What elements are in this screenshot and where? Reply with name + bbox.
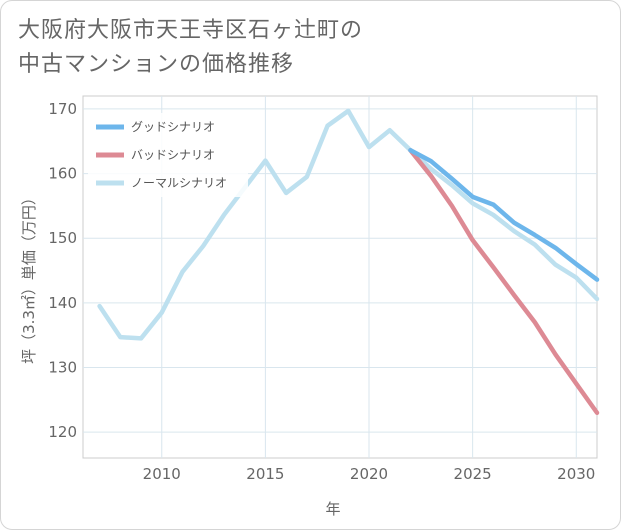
x-tick-label: 2030: [557, 465, 595, 483]
tick-labels: 2010 2015 2020 2025 2030 120 130 140 150 160 170: [48, 100, 595, 483]
title-line-1: 大阪府大阪市天王寺区石ヶ辻町の: [18, 18, 364, 43]
y-tick-label: 140: [48, 294, 77, 312]
title-line-2: 中古マンションの価格推移: [18, 52, 295, 77]
x-tick-label: 2020: [350, 465, 388, 483]
series-line-2: [408, 148, 600, 415]
x-tick-label: 2015: [246, 465, 284, 483]
x-tick-label: 2025: [454, 465, 492, 483]
y-tick-label: 120: [48, 423, 77, 441]
y-tick-label: 160: [48, 165, 77, 183]
legend-label: グッドシナリオ: [131, 120, 215, 134]
y-tick-label: 170: [48, 100, 77, 118]
chart-title: 大阪府大阪市天王寺区石ヶ辻町の 中古マンションの価格推移: [18, 14, 578, 82]
x-axis-label: 年: [325, 500, 340, 518]
x-tick-label: 2010: [143, 465, 181, 483]
series-line-1: [408, 148, 600, 282]
y-axis-label: 坪（3.3㎡）単価（万円）: [20, 190, 38, 364]
y-tick-label: 150: [48, 229, 77, 247]
legend-label: ノーマルシナリオ: [131, 176, 227, 190]
y-tick-label: 130: [48, 359, 77, 377]
legend-label: バッドシナリオ: [131, 148, 215, 162]
series-lines: [97, 108, 600, 415]
series-line-3: [97, 108, 600, 341]
